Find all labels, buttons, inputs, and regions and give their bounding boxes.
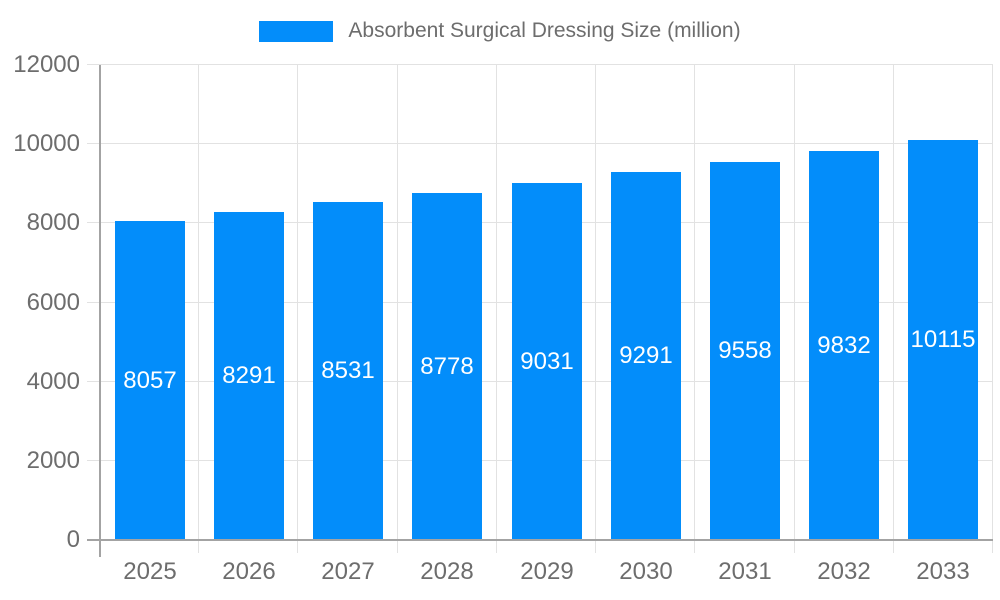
bar-value-label: 8291 — [222, 362, 276, 389]
y-axis-tick-label: 6000 — [26, 288, 80, 316]
y-axis-tick-label: 10000 — [13, 130, 80, 158]
x-gridline — [198, 65, 200, 553]
bar-value-label: 10115 — [910, 326, 976, 353]
x-axis-tick-label: 2031 — [718, 558, 772, 585]
legend-label: Absorbent Surgical Dressing Size (millio… — [348, 19, 741, 42]
x-axis-tick-label: 2028 — [420, 558, 474, 585]
legend-swatch — [259, 20, 334, 42]
x-axis-tick-label: 2025 — [123, 558, 177, 585]
bar[interactable] — [214, 212, 284, 540]
chart-legend[interactable]: Absorbent Surgical Dressing Size (millio… — [0, 19, 1000, 43]
bar-value-label: 9832 — [817, 332, 871, 359]
x-gridline — [396, 65, 398, 553]
x-axis-line — [87, 539, 993, 541]
x-gridline — [495, 65, 497, 553]
y-axis-tick-label: 2000 — [26, 446, 80, 474]
bar[interactable] — [908, 140, 978, 540]
bar[interactable] — [313, 202, 383, 540]
y-axis-tick-label: 0 — [66, 526, 80, 553]
x-axis-tick-label: 2027 — [321, 558, 375, 585]
bar-value-label: 9558 — [718, 337, 772, 364]
bar-value-label: 8778 — [420, 353, 474, 380]
x-axis-tick-label: 2032 — [817, 558, 871, 585]
x-gridline — [793, 65, 795, 553]
y-axis-tick-label: 12000 — [13, 51, 80, 78]
y-axis-tick-label: 8000 — [26, 209, 80, 237]
x-gridline — [297, 65, 299, 553]
bar[interactable] — [512, 183, 582, 540]
bar-value-label: 9031 — [520, 348, 574, 375]
bar[interactable] — [710, 162, 780, 540]
y-axis-tick-label: 4000 — [26, 367, 80, 395]
bar[interactable] — [115, 221, 185, 540]
x-gridline — [595, 65, 597, 553]
x-axis-tick-label: 2033 — [916, 558, 970, 585]
x-axis-tick-label: 2026 — [222, 558, 276, 585]
x-axis-tick-label: 2029 — [520, 558, 574, 585]
bar[interactable] — [611, 172, 681, 540]
bar-value-label: 8531 — [321, 357, 375, 384]
bar[interactable] — [809, 151, 879, 540]
x-gridline — [992, 65, 993, 553]
bar-value-label: 8057 — [123, 367, 177, 394]
bar[interactable] — [412, 193, 482, 540]
x-gridline — [892, 65, 894, 553]
x-axis-tick-label: 2030 — [619, 558, 673, 585]
y-gridline — [87, 64, 993, 65]
y-gridline — [87, 143, 993, 145]
bar-value-label: 9291 — [619, 342, 673, 369]
y-axis-line — [99, 65, 101, 557]
x-gridline — [694, 65, 696, 553]
